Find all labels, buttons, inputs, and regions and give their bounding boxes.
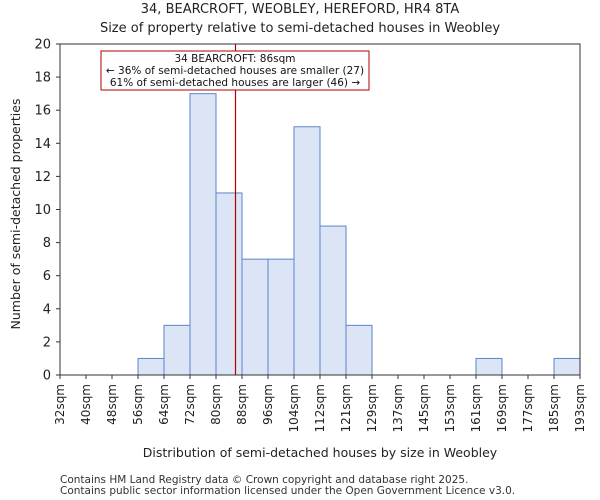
x-axis-label: Distribution of semi-detached houses by …: [142, 445, 498, 460]
histogram-bar: [215, 192, 243, 376]
x-tick-label: 32sqm: [53, 384, 67, 425]
annotation-box: [100, 50, 370, 91]
y-tick-label: 8: [43, 236, 51, 251]
chart-title-line1: 34, BEARCROFT, WEOBLEY, HEREFORD, HR4 8T…: [140, 2, 460, 17]
histogram-bar: [553, 357, 581, 376]
histogram-bar: [241, 258, 269, 376]
y-tick-label: 4: [43, 302, 51, 317]
x-tick-label: 80sqm: [209, 384, 223, 425]
x-tick-label: 193sqm: [573, 384, 587, 432]
y-tick-label: 6: [43, 269, 51, 284]
x-tick-label: 129sqm: [365, 384, 379, 432]
x-tick-label: 104sqm: [287, 384, 301, 432]
x-tick-label: 177sqm: [521, 384, 535, 432]
bars-layer: [137, 93, 581, 376]
y-tick-label: 0: [43, 369, 51, 384]
annotation-line-2: ← 36% of semi-detached houses are smalle…: [106, 65, 364, 77]
y-tick-label: 16: [34, 104, 51, 119]
histogram-bar: [345, 324, 373, 376]
x-tick-label: 88sqm: [235, 384, 249, 425]
x-tick-label: 40sqm: [79, 384, 93, 425]
histogram-bar: [475, 357, 503, 376]
axes-layer: 0 2 4 6 8 10 12 14 16 18 20 32sqm 40sqm 48sqm 56sqm 64s…: [34, 38, 587, 433]
x-tick-label: 64sqm: [157, 384, 171, 425]
y-axis-label: Number of semi-detached properties: [8, 98, 23, 330]
x-tick-label: 48sqm: [105, 384, 119, 425]
x-tick-label: 137sqm: [391, 384, 405, 432]
chart-title-line2: Size of property relative to semi-detach…: [99, 21, 501, 36]
x-tick-label: 96sqm: [261, 384, 275, 425]
x-tick-label: 145sqm: [417, 384, 431, 432]
y-tick-label: 20: [34, 38, 51, 53]
histogram-bar: [293, 126, 321, 376]
x-tick-label: 153sqm: [443, 384, 457, 432]
annotation-layer: 34 BEARCROFT: 86sqm← 36% of semi-detache…: [100, 50, 370, 91]
histogram-bar: [137, 357, 165, 376]
y-tick-label: 10: [34, 203, 51, 218]
x-tick-label: 72sqm: [183, 384, 197, 425]
x-tick-label: 112sqm: [313, 384, 327, 432]
y-tick-label: 14: [34, 137, 51, 152]
histogram-bar: [267, 258, 295, 376]
annotation-line-3: 61% of semi-detached houses are larger (…: [110, 77, 361, 89]
histogram-bar: [189, 93, 217, 376]
y-tick-label: 12: [34, 170, 51, 185]
y-tick-label: 2: [43, 335, 51, 350]
x-tick-label: 56sqm: [131, 384, 145, 425]
x-tick-label: 121sqm: [339, 384, 353, 432]
histogram-bar: [163, 324, 191, 376]
histogram-bar: [319, 225, 347, 376]
x-tick-label: 185sqm: [547, 384, 561, 432]
annotation-line-1: 34 BEARCROFT: 86sqm: [174, 53, 295, 65]
footer-licence: Contains public sector information licen…: [60, 485, 516, 497]
y-tick-label: 18: [34, 71, 51, 86]
x-tick-label: 169sqm: [495, 384, 509, 432]
x-tick-label: 161sqm: [469, 384, 483, 432]
footer-copyright: Contains HM Land Registry data © Crown c…: [60, 474, 469, 486]
